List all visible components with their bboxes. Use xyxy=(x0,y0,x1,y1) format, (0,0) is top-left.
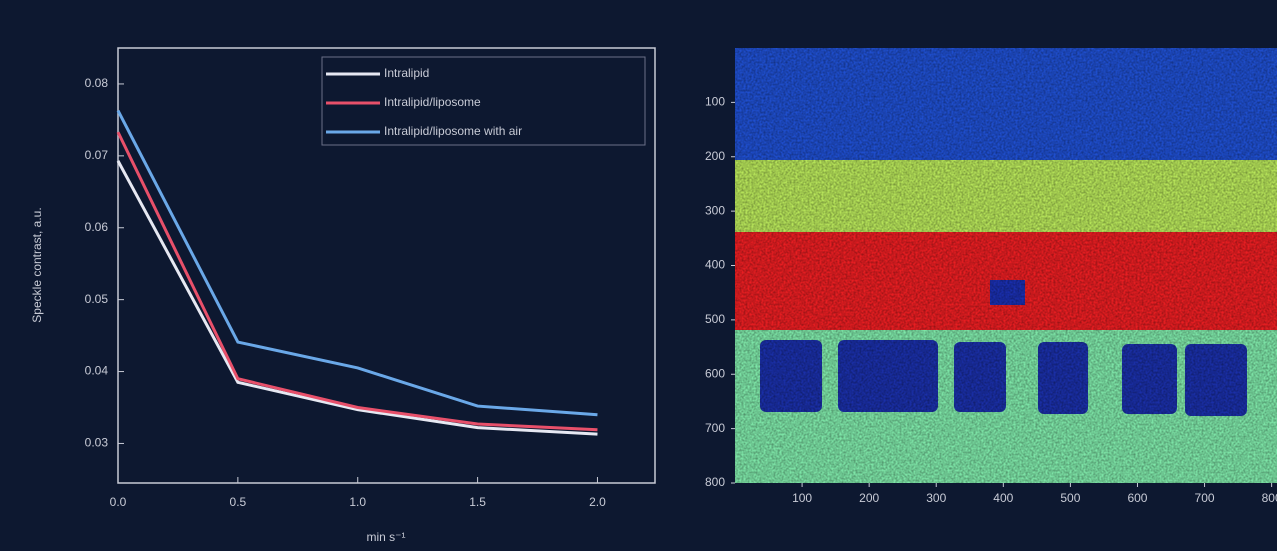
y-tick-label: 700 xyxy=(705,421,725,435)
series-line xyxy=(116,160,598,436)
x-tick-label: 400 xyxy=(993,491,1013,505)
y-tick-label: 800 xyxy=(705,475,725,489)
x-tick-label: 0.0 xyxy=(110,495,127,509)
x-tick-label: 800 xyxy=(1262,491,1277,505)
y-tick-label: 0.05 xyxy=(85,292,109,306)
y-tick-label: 0.04 xyxy=(85,364,109,378)
series-line xyxy=(116,109,598,417)
x-tick-label: 1.0 xyxy=(349,495,366,509)
x-tick-label: 200 xyxy=(859,491,879,505)
x-tick-label: 0.5 xyxy=(230,495,247,509)
x-tick-label: 2.0 xyxy=(589,495,606,509)
noise xyxy=(735,48,1277,483)
x-tick-label: 100 xyxy=(792,491,812,505)
legend-label: Intralipid/liposome with air xyxy=(384,124,522,138)
y-tick-label: 0.08 xyxy=(85,76,109,90)
x-tick-label: 300 xyxy=(926,491,946,505)
x-tick-label: 500 xyxy=(1060,491,1080,505)
y-tick-label: 200 xyxy=(705,149,725,163)
y-tick-label: 400 xyxy=(705,258,725,272)
y-tick-label: 0.06 xyxy=(85,220,109,234)
legend-label: Intralipid xyxy=(384,66,429,80)
y-tick-label: 300 xyxy=(705,203,725,217)
plot-frame xyxy=(117,47,656,484)
y-axis-label: Speckle contrast, a.u. xyxy=(30,207,44,322)
legend-frame xyxy=(321,56,646,146)
y-tick-label: 0.03 xyxy=(85,436,109,450)
series-line xyxy=(116,131,598,432)
x-axis-label: min s⁻¹ xyxy=(367,530,406,544)
y-tick-label: 600 xyxy=(705,366,725,380)
legend-label: Intralipid/liposome xyxy=(384,95,481,109)
x-tick-label: 600 xyxy=(1127,491,1147,505)
y-tick-label: 0.07 xyxy=(85,148,109,162)
heatmap-image xyxy=(735,48,1277,483)
x-tick-label: 700 xyxy=(1195,491,1215,505)
x-tick-label: 1.5 xyxy=(469,495,486,509)
y-tick-label: 500 xyxy=(705,312,725,326)
y-tick-label: 100 xyxy=(705,95,725,109)
